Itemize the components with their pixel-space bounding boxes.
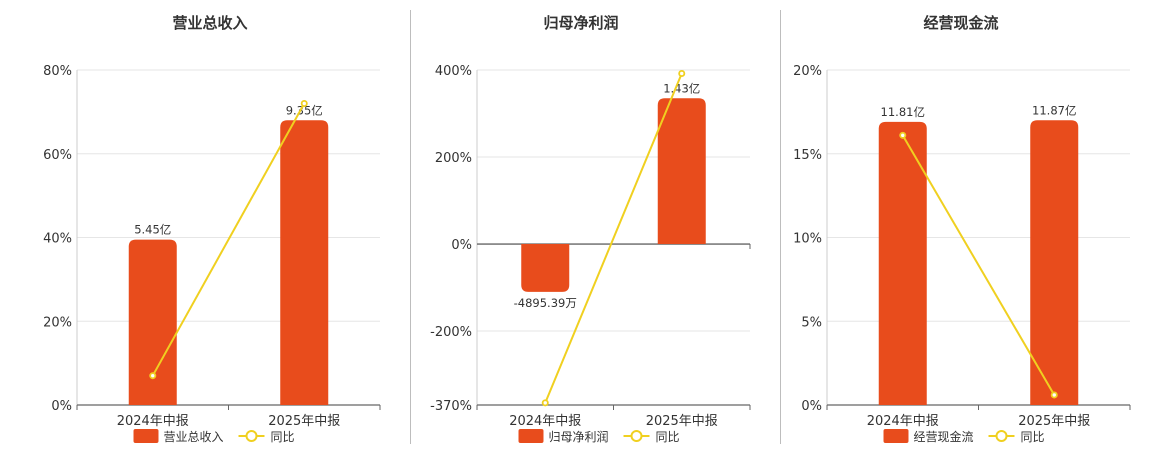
legend-bar-swatch (883, 429, 909, 443)
chart-panel-net-profit: 归母净利润 400% 200% 0% -200% -370% 2024年中报 2025年中报 -… (411, 0, 780, 450)
legend-line-label: 同比 (656, 430, 680, 444)
y-tick-label: 0% (801, 399, 822, 414)
legend-line-label: 同比 (1021, 430, 1045, 444)
y-tick-label: 60% (43, 148, 72, 163)
bar-data-label: 11.81亿 (881, 105, 925, 119)
y-tick-label: -200% (430, 325, 472, 340)
y-tick-label: 0% (51, 399, 72, 414)
yoy-line (544, 73, 683, 404)
y-tick-label: 15% (793, 148, 822, 163)
y-tick-label: 40% (43, 232, 72, 247)
bar (280, 120, 329, 405)
chart-title: 营业总收入 (172, 14, 247, 32)
panel-divider (780, 10, 781, 444)
x-tick-label: 2025年中报 (268, 414, 340, 429)
bar-data-label: 11.87亿 (1032, 103, 1076, 117)
bar (878, 121, 927, 406)
chart-panel-cashflow: 经营现金流 20% 15% 10% 5% 0% 2024年中报 2025年中报 11.81亿 11… (781, 0, 1160, 450)
yoy-line (901, 134, 1056, 396)
bar-data-label: 5.45亿 (134, 223, 171, 237)
bar-data-label: 9.35亿 (286, 103, 323, 117)
yoy-line (151, 103, 306, 377)
x-tick-label: 2024年中报 (867, 414, 939, 429)
net-profit-chart: 归母净利润 400% 200% 0% -200% -370% 2024年中报 2025年中报 -… (430, 14, 751, 444)
yoy-point (678, 69, 686, 77)
bar (521, 244, 570, 292)
revenue-chart: 营业总收入 80% 60% 40% 20% 0% 2024年中报 2025年中报 5.45亿 9.… (43, 14, 381, 444)
yoy-point (1050, 391, 1058, 399)
y-tick-label: 20% (43, 315, 72, 330)
y-tick-label: 10% (793, 232, 822, 247)
chart-panel-revenue: 营业总收入 80% 60% 40% 20% 0% 2024年中报 2025年中报 5.45亿 9.… (0, 0, 410, 450)
cashflow-chart: 经营现金流 20% 15% 10% 5% 0% 2024年中报 2025年中报 11.81亿 11… (793, 14, 1131, 444)
yoy-point (899, 131, 907, 139)
x-tick-label: 2024年中报 (509, 414, 581, 429)
yoy-point (541, 399, 549, 407)
legend-line-marker (630, 430, 643, 442)
x-tick-label: 2024年中报 (117, 414, 189, 429)
y-tick-label: -370% (430, 399, 472, 414)
legend-bar-swatch (133, 429, 159, 443)
yoy-point (300, 100, 308, 108)
panel-divider (410, 10, 411, 444)
y-tick-label: 0% (451, 238, 472, 253)
bar (1030, 120, 1079, 405)
bar (657, 98, 706, 245)
y-tick-label: 20% (793, 64, 822, 79)
y-tick-label: 400% (435, 64, 472, 79)
y-tick-label: 5% (801, 315, 822, 330)
legend-bar-label: 营业总收入 (164, 430, 224, 444)
legend-line-marker (245, 430, 258, 442)
legend-line-marker (995, 430, 1008, 442)
legend-bar-swatch (518, 429, 544, 443)
legend-bar-label: 归母净利润 (549, 430, 609, 444)
bar-data-label: -4895.39万 (514, 296, 577, 310)
chart-title: 经营现金流 (923, 14, 998, 32)
legend-line-label: 同比 (271, 430, 295, 444)
chart-title: 归母净利润 (543, 14, 618, 32)
x-tick-label: 2025年中报 (646, 414, 718, 429)
y-tick-label: 200% (435, 151, 472, 166)
legend-bar-label: 经营现金流 (914, 429, 974, 444)
yoy-point (149, 372, 157, 380)
bar-data-label: 1.43亿 (663, 81, 700, 95)
x-tick-label: 2025年中报 (1018, 414, 1090, 429)
bar (128, 239, 177, 405)
y-tick-label: 80% (43, 64, 72, 79)
